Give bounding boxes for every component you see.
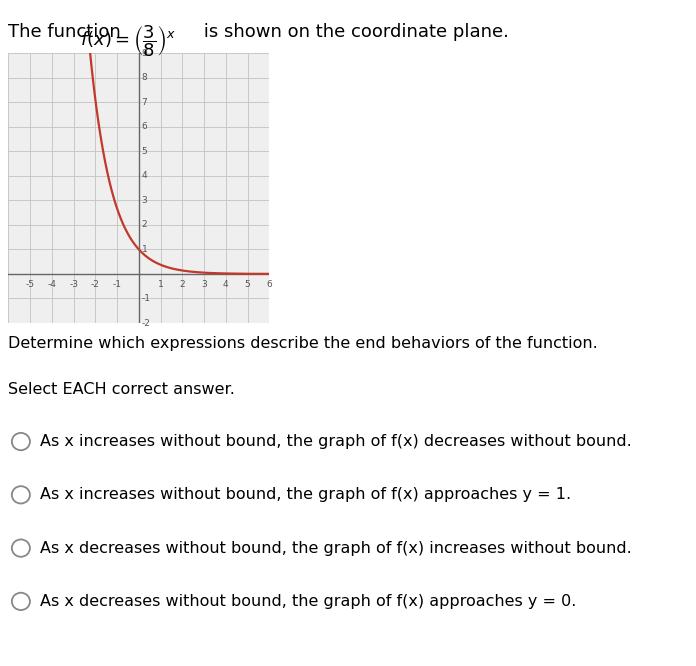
Text: Determine which expressions describe the end behaviors of the function.: Determine which expressions describe the… bbox=[8, 336, 598, 352]
Text: 3: 3 bbox=[141, 196, 148, 205]
Text: Select EACH correct answer.: Select EACH correct answer. bbox=[8, 382, 235, 397]
Text: As x increases without bound, the graph of f(x) approaches y = 1.: As x increases without bound, the graph … bbox=[40, 488, 571, 502]
Text: 2: 2 bbox=[180, 280, 185, 289]
Text: -3: -3 bbox=[69, 280, 78, 289]
Text: 6: 6 bbox=[141, 123, 148, 131]
Text: 9: 9 bbox=[141, 49, 148, 58]
Text: 8: 8 bbox=[141, 73, 148, 83]
Text: 7: 7 bbox=[141, 98, 148, 107]
Text: -1: -1 bbox=[141, 294, 150, 303]
Text: 1: 1 bbox=[141, 245, 148, 254]
Text: 5: 5 bbox=[141, 147, 148, 156]
Text: -5: -5 bbox=[26, 280, 35, 289]
Text: 4: 4 bbox=[141, 171, 147, 180]
Text: 5: 5 bbox=[245, 280, 251, 289]
Text: -2: -2 bbox=[141, 318, 150, 328]
Text: $f(x) = \left(\dfrac{3}{8}\right)^{x}$: $f(x) = \left(\dfrac{3}{8}\right)^{x}$ bbox=[80, 23, 176, 59]
Text: -4: -4 bbox=[47, 280, 56, 289]
Text: 6: 6 bbox=[267, 280, 272, 289]
Text: 2: 2 bbox=[141, 220, 147, 229]
Text: 4: 4 bbox=[223, 280, 229, 289]
Text: As x decreases without bound, the graph of f(x) approaches y = 0.: As x decreases without bound, the graph … bbox=[40, 594, 577, 609]
Text: -1: -1 bbox=[113, 280, 122, 289]
Text: is shown on the coordinate plane.: is shown on the coordinate plane. bbox=[198, 23, 509, 41]
Text: -2: -2 bbox=[91, 280, 100, 289]
Text: As x increases without bound, the graph of f(x) decreases without bound.: As x increases without bound, the graph … bbox=[40, 434, 632, 449]
Text: As x decreases without bound, the graph of f(x) increases without bound.: As x decreases without bound, the graph … bbox=[40, 541, 632, 555]
Text: 3: 3 bbox=[201, 280, 207, 289]
Text: 1: 1 bbox=[158, 280, 164, 289]
Text: The function: The function bbox=[8, 23, 127, 41]
